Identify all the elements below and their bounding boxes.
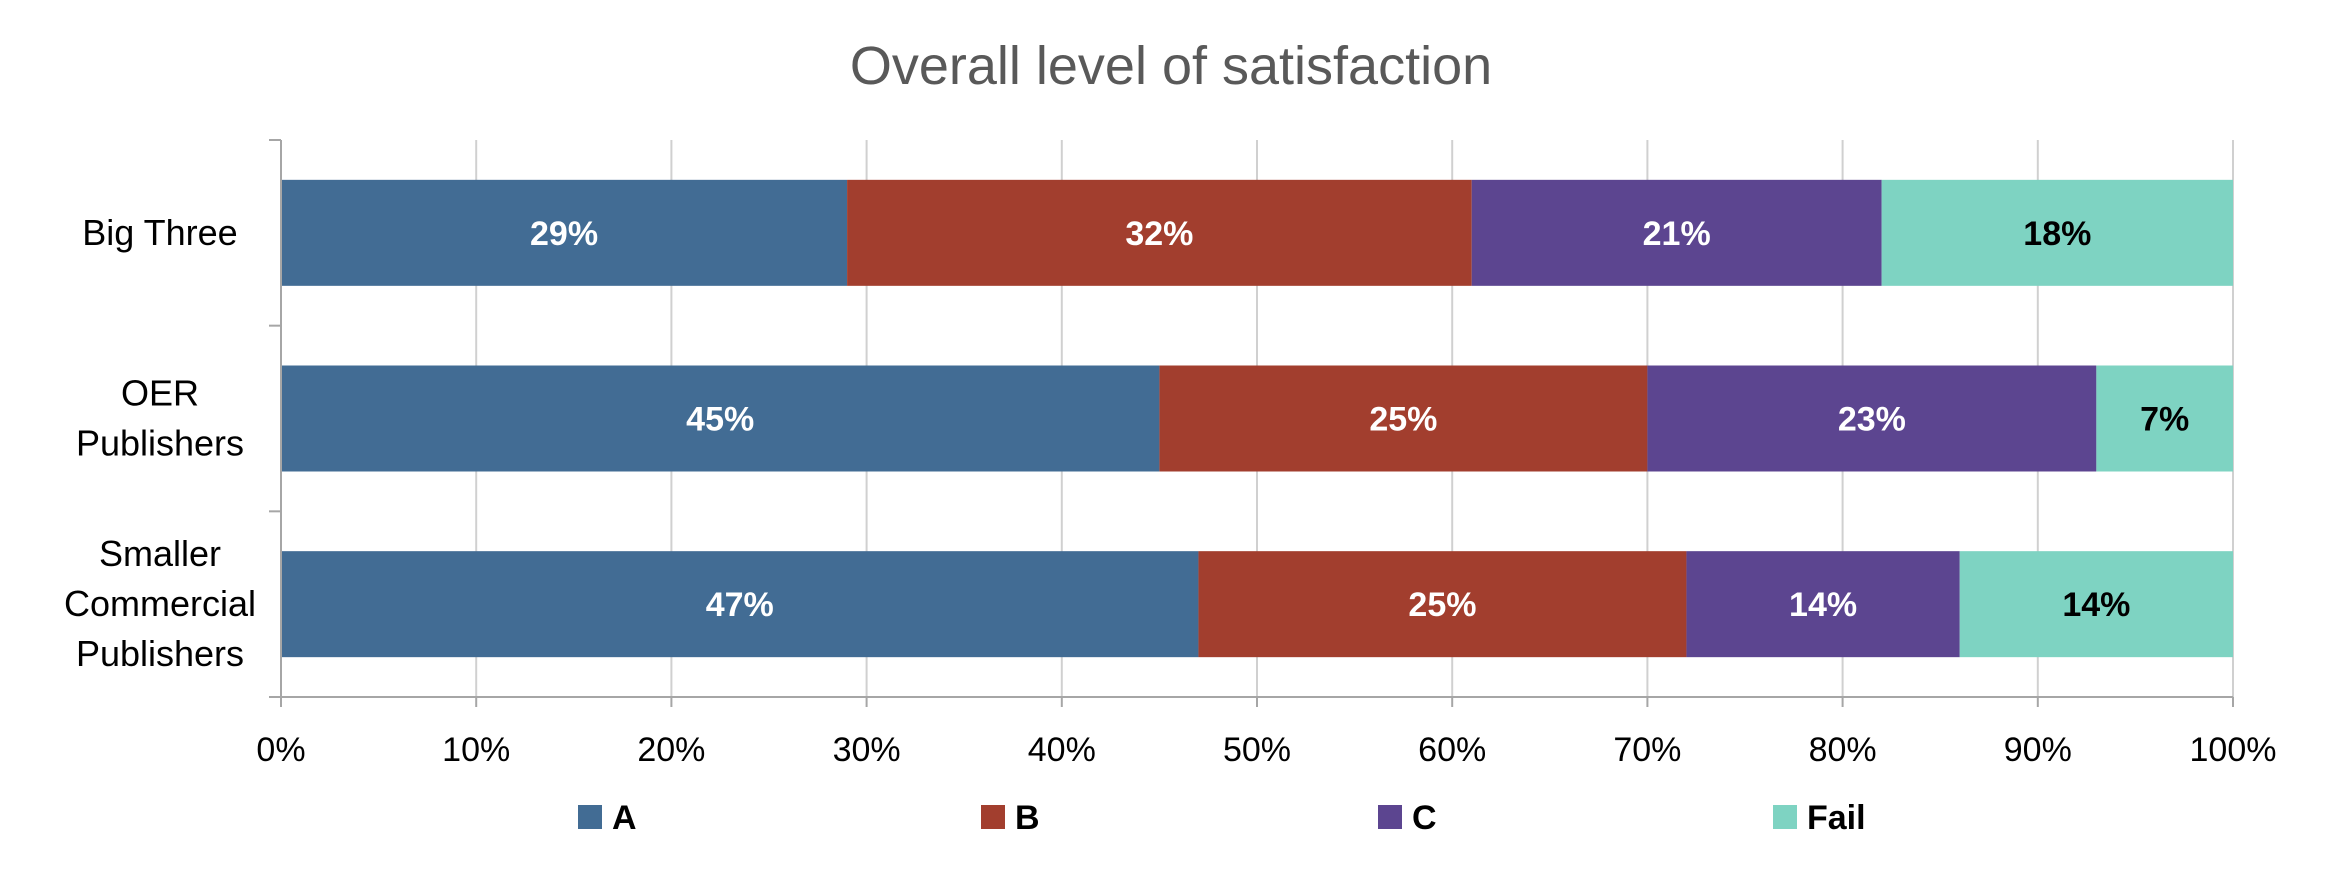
bar-fail-smaller-commercial-publishers <box>1959 551 2233 658</box>
x-tick-label: 30% <box>833 731 901 769</box>
x-tick-label: 0% <box>256 731 305 769</box>
x-tick-label: 60% <box>1418 731 1486 769</box>
legend-swatch-b <box>981 805 1005 829</box>
category-label: OER Publishers <box>76 373 244 464</box>
x-tick-label: 80% <box>1809 731 1877 769</box>
data-label: 14% <box>2062 586 2130 624</box>
legend-swatch-fail <box>1773 805 1797 829</box>
legend-label-c: C <box>1412 799 1437 837</box>
data-label: 25% <box>1408 586 1476 624</box>
axes: 0% 10% 20% 30% 40% 50% 60% 70% 80% 90% 100% Big Thr… <box>64 139 2277 769</box>
bar-b-smaller-commercial-publishers <box>1198 551 1687 658</box>
data-label: 21% <box>1643 215 1711 253</box>
category-label: Smaller Commercial Publishers <box>64 533 256 674</box>
bar-c-oer-publishers <box>1647 365 2097 472</box>
data-label: 29% <box>530 215 598 253</box>
x-tick-label: 40% <box>1028 731 1096 769</box>
x-tick-label: 50% <box>1223 731 1291 769</box>
bar-a-big-three <box>281 179 848 286</box>
x-tick-label: 70% <box>1613 731 1681 769</box>
bar-c-big-three <box>1471 179 1882 286</box>
x-tick-label: 10% <box>442 731 510 769</box>
legend-label-b: B <box>1015 799 1040 837</box>
legend-label-fail: Fail <box>1807 799 1866 837</box>
x-tick-label: 90% <box>2004 731 2072 769</box>
bar-b-big-three <box>847 179 1472 286</box>
legend: A B C Fail <box>578 799 1866 837</box>
data-label: 14% <box>1789 586 1857 624</box>
data-label: 23% <box>1838 401 1906 439</box>
data-label: 47% <box>706 586 774 624</box>
bar-fail-oer-publishers <box>2096 365 2233 472</box>
legend-label-a: A <box>612 799 637 837</box>
data-label: 25% <box>1369 401 1437 439</box>
data-label: 7% <box>2140 401 2189 439</box>
bar-a-oer-publishers <box>281 365 1160 472</box>
chart-title: Overall level of satisfaction <box>850 36 1492 96</box>
legend-swatch-c <box>1378 805 1402 829</box>
data-label: 32% <box>1125 215 1193 253</box>
category-label: Big Three <box>82 212 237 253</box>
bar-b-oer-publishers <box>1159 365 1648 472</box>
data-label: 45% <box>686 401 754 439</box>
x-tick-label: 20% <box>637 731 705 769</box>
bars: 29% 32% 21% 18% 45% 25% 23% 7% 47% 25% 14% 14% <box>281 179 2233 658</box>
x-tick-label: 100% <box>2190 731 2277 769</box>
bar-fail-big-three <box>1881 179 2233 286</box>
bar-a-smaller-commercial-publishers <box>281 551 1199 658</box>
bar-c-smaller-commercial-publishers <box>1686 551 1960 658</box>
data-label: 18% <box>2023 215 2091 253</box>
legend-swatch-a <box>578 805 602 829</box>
